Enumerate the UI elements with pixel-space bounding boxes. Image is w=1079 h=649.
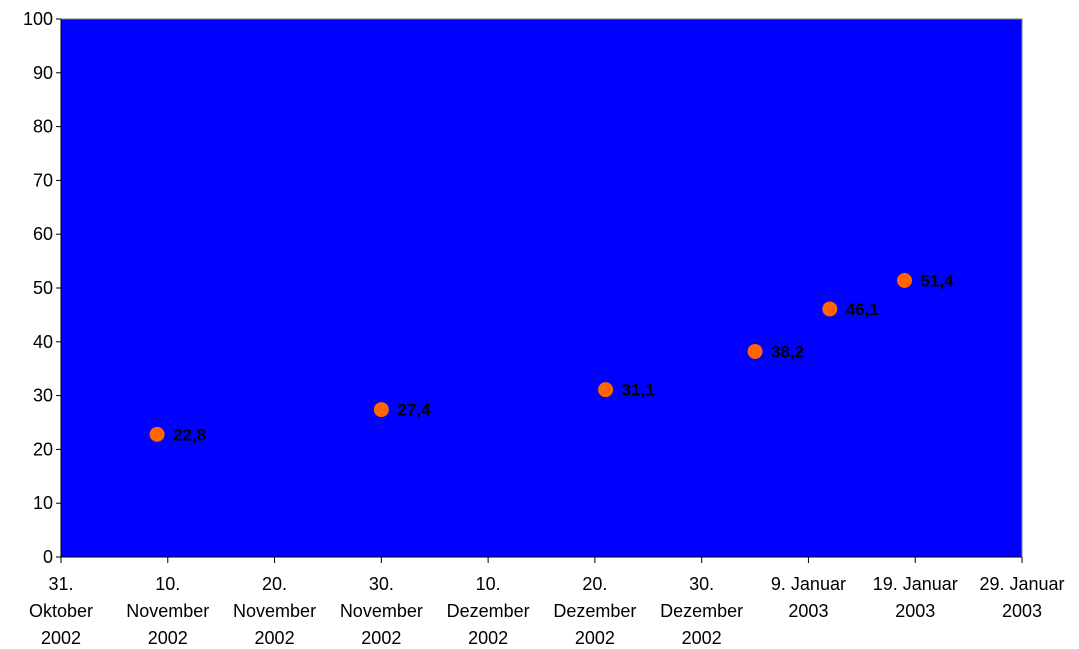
y-tick-label: 50 xyxy=(33,278,53,298)
x-tick-label-line: 20. xyxy=(582,574,607,594)
data-point xyxy=(897,272,913,288)
x-tick-label-line: 19. Januar xyxy=(873,574,958,594)
x-tick-label-line: November xyxy=(340,601,423,621)
x-tick-label-line: 30. xyxy=(689,574,714,594)
x-tick-label-line: 2003 xyxy=(895,601,935,621)
x-tick-label-line: 2002 xyxy=(682,628,722,648)
x-tick-label-line: 31. xyxy=(48,574,73,594)
y-tick-label: 30 xyxy=(33,386,53,406)
x-tick-label-line: 20. xyxy=(262,574,287,594)
data-label: 31,1 xyxy=(622,381,655,400)
x-tick-label-line: November xyxy=(233,601,316,621)
x-tick-label: 20. November 2002 xyxy=(233,574,316,648)
x-axis: 31. Oktober 2002 10. November 2002 20. November… xyxy=(29,556,1065,648)
data-points: 22,8 27,4 31,1 38,2 46,1 51,4 xyxy=(149,271,955,444)
y-tick-label: 100 xyxy=(23,9,53,29)
data-point xyxy=(747,343,763,359)
x-tick-label-line: Dezember xyxy=(447,601,530,621)
x-tick-label: 19. Januar 2003 xyxy=(873,574,958,621)
x-tick-label-line: 9. Januar xyxy=(771,574,846,594)
y-tick-label: 70 xyxy=(33,170,53,190)
x-tick-label-line: 10. xyxy=(155,574,180,594)
x-tick-label: 10. Dezember 2002 xyxy=(447,574,530,648)
x-tick-label-line: 2003 xyxy=(788,601,828,621)
x-tick-label-line: 29. Januar xyxy=(979,574,1064,594)
x-tick-label: 9. Januar 2003 xyxy=(771,574,846,621)
x-tick-label-line: 2002 xyxy=(575,628,615,648)
data-point xyxy=(149,426,165,442)
data-label: 46,1 xyxy=(846,300,879,319)
data-point xyxy=(373,402,389,418)
x-tick-label-line: Dezember xyxy=(660,601,743,621)
data-label: 38,2 xyxy=(771,342,804,361)
data-label: 27,4 xyxy=(397,401,431,420)
data-label: 22,8 xyxy=(173,425,206,444)
y-tick-label: 0 xyxy=(43,547,53,567)
x-tick-label-line: November xyxy=(126,601,209,621)
x-tick-label-line: Oktober xyxy=(29,601,93,621)
x-tick-label-line: 2002 xyxy=(41,628,81,648)
data-point xyxy=(598,382,614,398)
x-tick-label-line: Dezember xyxy=(553,601,636,621)
x-tick-label: 29. Januar 2003 xyxy=(979,574,1064,621)
y-tick-label: 40 xyxy=(33,332,53,352)
x-tick-label: 10. November 2002 xyxy=(126,574,209,648)
y-tick-label: 90 xyxy=(33,63,53,83)
x-tick-label-line: 2002 xyxy=(361,628,401,648)
y-tick-label: 60 xyxy=(33,224,53,244)
x-tick-label-line: 2002 xyxy=(468,628,508,648)
y-tick-label: 10 xyxy=(33,493,53,513)
x-tick-label-line: 30. xyxy=(369,574,394,594)
x-tick-label-line: 2002 xyxy=(255,628,295,648)
y-tick-label: 20 xyxy=(33,439,53,459)
x-tick-label: 31. Oktober 2002 xyxy=(29,574,93,648)
x-tick-label: 20. Dezember 2002 xyxy=(553,574,636,648)
y-tick-label: 80 xyxy=(33,117,53,137)
plot-area xyxy=(60,18,1023,558)
data-point xyxy=(822,301,838,317)
data-label: 51,4 xyxy=(921,271,955,290)
x-tick-label-line: 2003 xyxy=(1002,601,1042,621)
x-tick-label: 30. November 2002 xyxy=(340,574,423,648)
x-tick-label-line: 2002 xyxy=(148,628,188,648)
x-tick-label: 30. Dezember 2002 xyxy=(660,574,743,648)
x-tick-label-line: 10. xyxy=(476,574,501,594)
y-axis: 0 10 20 30 40 50 60 70 80 90 100 xyxy=(23,9,62,567)
